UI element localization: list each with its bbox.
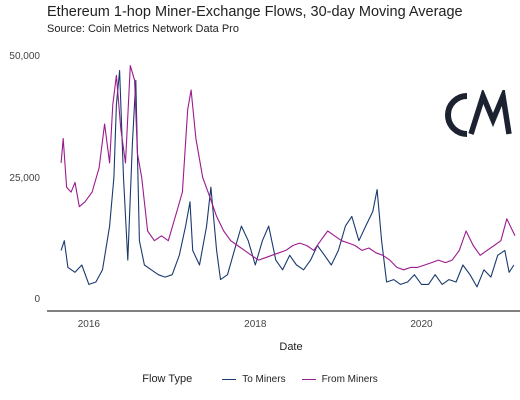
legend-swatch [222, 378, 237, 380]
x-axis: 2016 2018 2020 Date [47, 310, 520, 353]
legend-swatch [301, 378, 316, 380]
coin-metrics-logo [443, 85, 515, 145]
x-tick-label: 2018 [244, 319, 267, 330]
legend-title: Flow Type [142, 373, 193, 385]
chart-legend: Flow Type To Miners From Miners [0, 373, 520, 385]
legend-label: From Miners [321, 373, 378, 385]
line-chart: 0 25,000 50,000 2016 2018 2020 Date [9, 51, 520, 353]
y-tick-label: 0 [34, 294, 40, 305]
chart-title: Ethereum 1-hop Miner-Exchange Flows, 30-… [47, 4, 463, 20]
legend-label: To Miners [242, 373, 286, 385]
x-tick-label: 2016 [78, 319, 101, 330]
x-axis-title: Date [279, 341, 302, 353]
series-layer [60, 65, 516, 288]
y-tick-label: 50,000 [9, 51, 40, 62]
series-line-to-miners [60, 70, 515, 288]
series-line-from-miners [60, 65, 516, 271]
chart-subtitle: Source: Coin Metrics Network Data Pro [47, 23, 239, 35]
legend-item-from-miners: From Miners [301, 373, 378, 385]
y-axis: 0 25,000 50,000 [9, 51, 40, 305]
legend-item-to-miners: To Miners [222, 373, 286, 385]
y-tick-label: 25,000 [9, 173, 40, 184]
x-tick-label: 2020 [410, 319, 433, 330]
